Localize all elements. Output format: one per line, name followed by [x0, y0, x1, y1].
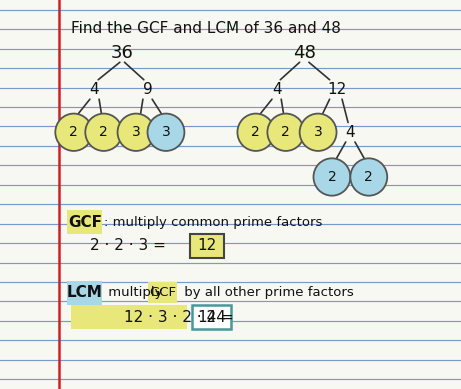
- Text: Find the GCF and LCM of 36 and 48: Find the GCF and LCM of 36 and 48: [71, 21, 341, 37]
- Text: 12: 12: [327, 82, 346, 97]
- Text: multiply: multiply: [104, 286, 166, 300]
- Text: 2: 2: [282, 125, 290, 139]
- Text: GCF: GCF: [68, 215, 102, 230]
- Text: 12 · 3 · 2 · 2 =: 12 · 3 · 2 · 2 =: [124, 310, 239, 324]
- Ellipse shape: [300, 114, 337, 151]
- FancyBboxPatch shape: [67, 210, 102, 234]
- Text: 4: 4: [90, 82, 99, 97]
- Text: 3: 3: [314, 125, 322, 139]
- Text: 3: 3: [132, 125, 140, 139]
- Text: 144: 144: [197, 310, 226, 324]
- Ellipse shape: [350, 158, 387, 196]
- Text: 2: 2: [100, 125, 108, 139]
- FancyBboxPatch shape: [190, 234, 224, 258]
- Text: 2: 2: [328, 170, 336, 184]
- Ellipse shape: [55, 114, 92, 151]
- Text: 12: 12: [197, 238, 217, 253]
- Text: 2: 2: [252, 125, 260, 139]
- Text: 2: 2: [365, 170, 373, 184]
- Ellipse shape: [267, 114, 304, 151]
- Text: by all other prime factors: by all other prime factors: [180, 286, 354, 300]
- Ellipse shape: [313, 158, 350, 196]
- Text: LCM: LCM: [67, 286, 103, 300]
- FancyBboxPatch shape: [71, 305, 187, 329]
- Text: 4: 4: [272, 82, 281, 97]
- Text: 2: 2: [70, 125, 78, 139]
- Text: 4: 4: [346, 125, 355, 140]
- FancyBboxPatch shape: [192, 305, 231, 329]
- FancyBboxPatch shape: [67, 281, 102, 305]
- Ellipse shape: [118, 114, 154, 151]
- FancyBboxPatch shape: [148, 282, 177, 303]
- Text: 3: 3: [162, 125, 170, 139]
- Text: 9: 9: [142, 82, 153, 97]
- Ellipse shape: [237, 114, 274, 151]
- Text: : multiply common prime factors: : multiply common prime factors: [104, 216, 322, 229]
- Text: 48: 48: [293, 44, 316, 61]
- Ellipse shape: [85, 114, 122, 151]
- Text: 36: 36: [111, 44, 134, 61]
- Text: 2 · 2 · 3 =: 2 · 2 · 3 =: [90, 238, 171, 253]
- Ellipse shape: [148, 114, 184, 151]
- Text: GCF: GCF: [149, 286, 176, 300]
